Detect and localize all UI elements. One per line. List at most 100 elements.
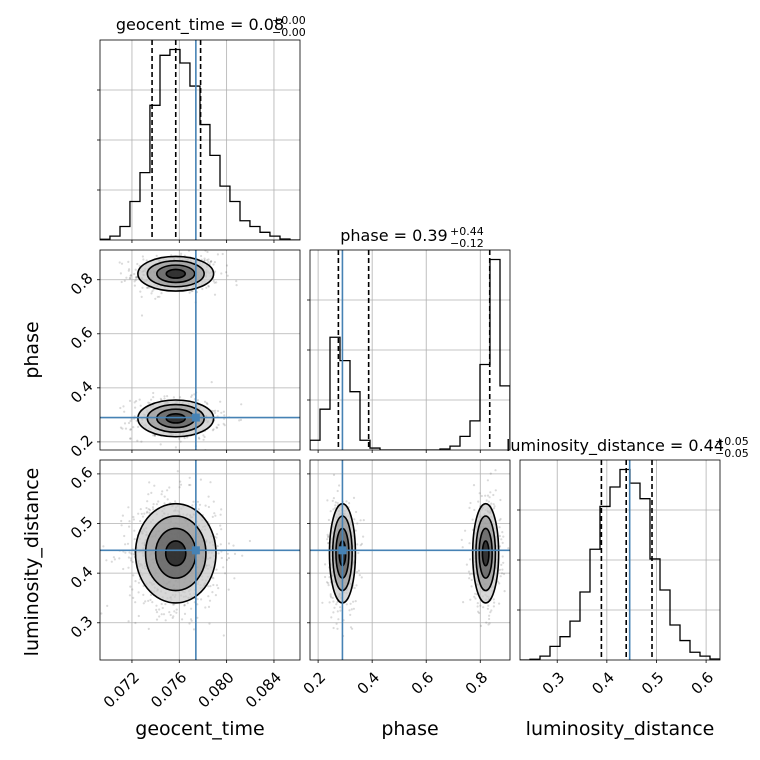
sample-point [150,398,153,401]
sample-point [127,620,130,623]
sample-point [215,536,218,539]
sample-point [135,275,138,279]
sample-point [210,260,213,263]
sample-point [175,611,178,614]
x-tick-label-geocent-time-1: 0.076 [147,668,190,711]
sample-point [353,586,356,590]
sample-point [345,603,348,606]
sample-point [490,502,493,505]
x-tick-label-phase-3: 0.8 [462,668,492,698]
sample-point [133,538,136,541]
sample-point [134,276,138,279]
sample-point [146,286,149,289]
sample-point [152,503,155,506]
sample-point [224,572,227,575]
sample-point [336,627,339,630]
sample-point [332,611,335,614]
x-tick-label-luminosity-distance-2: 0.5 [638,668,668,698]
contour-1-0 [481,540,490,567]
sample-point [215,568,218,571]
plot-layer: 0.20.40.60.80.30.40.50.60.072 0.076 0.080 0… [67,39,721,711]
sample-point [498,519,501,522]
sample-point [156,295,159,298]
sample-point [149,593,153,597]
sample-point [235,280,238,283]
sample-point [189,483,192,487]
sample-point [223,424,226,427]
sample-point [129,585,132,588]
sample-point [183,612,187,616]
sample-point [219,543,222,546]
sample-point [500,572,504,575]
sample-point [225,271,228,274]
sample-point [145,259,148,262]
sample-point [148,481,151,484]
sample-point [492,605,495,608]
sample-point [240,403,243,406]
sample-point [155,608,158,612]
sample-point [139,520,142,523]
sample-point [213,281,216,284]
sample-point [119,272,122,275]
sample-point [502,535,505,538]
sample-point [124,551,127,554]
sample-point [146,510,149,513]
sample-point [212,280,215,283]
sample-point [151,506,155,509]
sample-point [192,500,195,503]
sample-point [217,423,220,426]
sample-point [227,588,230,591]
sample-point [147,508,150,511]
y-tick-label-phase-2: 0.6 [67,323,97,353]
sample-point [190,394,194,397]
sample-point [207,258,210,261]
sample-point [356,522,359,525]
sample-point [128,594,131,597]
sample-point [352,496,356,499]
sample-point [487,500,490,503]
sample-point [203,259,206,262]
sample-point [132,515,135,519]
sample-point [201,287,204,291]
sample-point [178,437,181,440]
sample-point [133,401,136,404]
sample-point [183,604,186,607]
sample-point [137,581,140,584]
sample-point [168,486,171,489]
sample-point [152,391,155,395]
sample-point [147,493,150,496]
sample-point [120,280,123,284]
panel-geocent-time-hist [97,39,301,243]
sample-point [477,500,480,503]
sample-point [140,314,144,317]
sample-point [203,257,206,260]
sample-point [324,563,327,566]
sample-point [210,260,213,263]
title-luminosity-distance-minus: −0.05 [715,447,749,460]
sample-point [126,542,130,545]
sample-point [198,503,202,506]
sample-point [155,254,158,257]
title-geocent-time-label: geocent_time [116,15,225,35]
sample-point [129,274,132,277]
sample-point [134,621,137,625]
title-phase: phase = 0.39 [340,226,447,245]
sample-point [128,268,131,271]
sample-point [134,268,137,271]
sample-point [498,582,501,585]
sample-point [142,258,145,261]
sample-point [207,605,211,609]
panel-geocent-time-vs-luminosity-distance: 0.3 0.4 0.5 0.6 0.072 0.076 0.080 0.084 [67,459,301,711]
sample-point [155,503,158,506]
sample-point [207,585,210,588]
title-luminosity-distance: luminosity_distance = 0.44 [506,436,724,456]
sample-point [129,428,132,431]
sample-point [348,502,351,505]
sample-point [123,534,126,538]
sample-point [210,381,213,384]
sample-point [352,600,355,603]
sample-point [503,590,506,593]
sample-point [128,399,132,402]
sample-point [329,593,332,596]
sample-point [153,434,156,437]
